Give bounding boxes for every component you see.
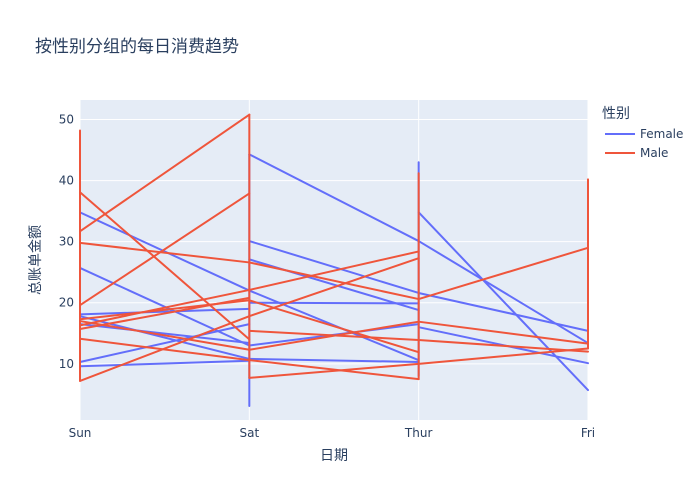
series-line-segment [248,320,420,351]
series-line-segment [79,296,251,331]
series-line-segment [248,301,420,305]
plot-area [80,100,588,420]
legend: 性别 Female Male [602,106,683,160]
series-line-segment [417,246,589,301]
series-line-segment [248,257,420,318]
series-line-segment [248,359,420,381]
series-line-segment [79,307,251,316]
y-axis-title: 总账单金额 [28,225,44,295]
legend-item-male[interactable]: Male [605,146,668,160]
series-line-segment [248,357,420,363]
legend-label: Male [640,146,668,160]
series-line-segment [79,288,251,327]
x-axis-ticks: Sun Sat Thur Fri [69,426,596,440]
x-tick-label: Thur [404,426,433,440]
y-tick-label: 30 [59,235,74,249]
x-tick-label: Fri [581,426,595,440]
series-line-segment [248,261,420,301]
y-tick-label: 50 [59,113,74,127]
series-line-segment [248,153,420,243]
series-line-segment [79,211,251,292]
series-line-segment [248,299,420,354]
series-line-segment [79,359,251,368]
legend-items: Female Male [605,127,683,160]
series-line-segment [248,250,420,291]
series-line-segment [248,362,420,379]
series-line-segment [417,320,589,345]
series-line-segment [417,347,589,365]
chart-title: 按性别分组的每日消费趋势 [35,37,239,57]
series-line-segment [79,241,251,264]
x-tick-label: Sat [239,426,259,440]
series-line-segment [79,192,251,307]
series-line-segment [417,240,589,345]
y-axis-ticks: 10 20 30 40 50 [59,113,74,371]
series-line-segment [417,211,589,392]
legend-label: Female [640,127,683,141]
series-line-segment [79,315,251,382]
series-line-segment [79,113,251,233]
series-line-segment [79,320,251,351]
series-line-segment [417,291,589,332]
series-line-segment [417,339,589,353]
x-tick-label: Sun [69,426,92,440]
series-line-segment [248,240,420,294]
series-line-segment [79,323,251,345]
legend-item-female[interactable]: Female [605,127,683,141]
y-gridlines [80,119,588,365]
series-line-segment [79,323,251,363]
y-tick-label: 20 [59,296,74,310]
y-tick-label: 40 [59,174,74,188]
series-line-segment [79,191,251,341]
x-axis-title: 日期 [320,448,348,464]
series-layer [79,113,589,407]
series-male [79,113,589,382]
y-tick-label: 10 [59,357,74,371]
legend-title: 性别 [602,106,630,122]
